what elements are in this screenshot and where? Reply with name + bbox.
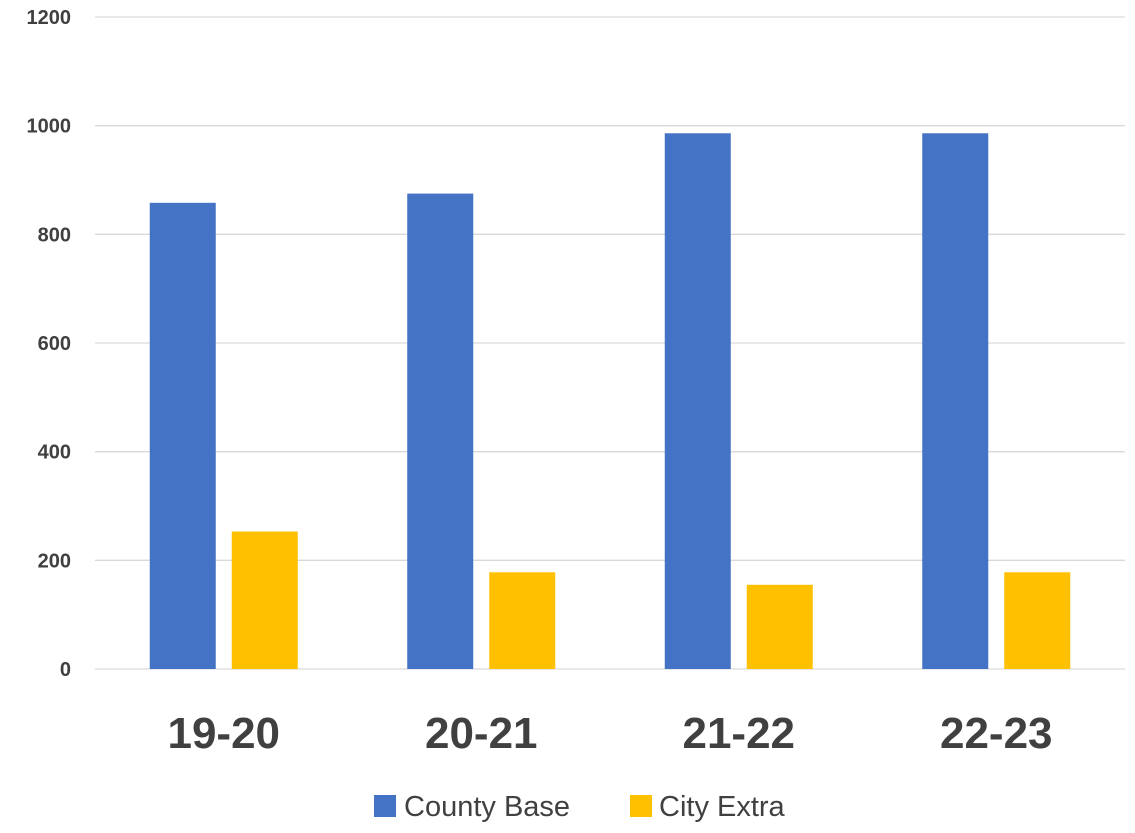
bar-county-base-21-22 xyxy=(664,133,731,670)
y-axis-tick-labels: 0 200 400 600 800 1000 1200 xyxy=(27,7,72,681)
legend-label: County Base xyxy=(404,791,570,823)
legend-label: City Extra xyxy=(659,791,786,823)
bars xyxy=(149,133,1071,670)
x-tick-label: 20-21 xyxy=(425,709,538,758)
y-tick-label: 800 xyxy=(38,224,71,246)
y-tick-label: 1200 xyxy=(27,7,72,29)
legend-swatch xyxy=(630,795,652,817)
bar-county-base-22-23 xyxy=(922,133,989,670)
bar-city-extra-21-22 xyxy=(746,584,813,669)
x-axis-tick-labels: 19-20 20-21 21-22 22-23 xyxy=(167,709,1052,758)
y-tick-label: 200 xyxy=(38,550,71,572)
y-tick-label: 400 xyxy=(38,442,71,464)
bar-city-extra-20-21 xyxy=(489,572,556,669)
legend-swatch xyxy=(374,795,396,817)
y-tick-label: 1000 xyxy=(27,116,72,138)
legend: County Base City Extra xyxy=(374,791,786,823)
y-tick-label: 0 xyxy=(60,659,71,681)
x-tick-label: 22-23 xyxy=(940,709,1053,758)
x-tick-label: 19-20 xyxy=(167,709,280,758)
bar-county-base-20-21 xyxy=(407,193,474,670)
bar-city-extra-19-20 xyxy=(231,531,298,669)
x-tick-label: 21-22 xyxy=(682,709,795,758)
y-tick-label: 600 xyxy=(38,333,71,355)
bar-county-base-19-20 xyxy=(149,202,216,669)
bar-city-extra-22-23 xyxy=(1004,572,1071,669)
